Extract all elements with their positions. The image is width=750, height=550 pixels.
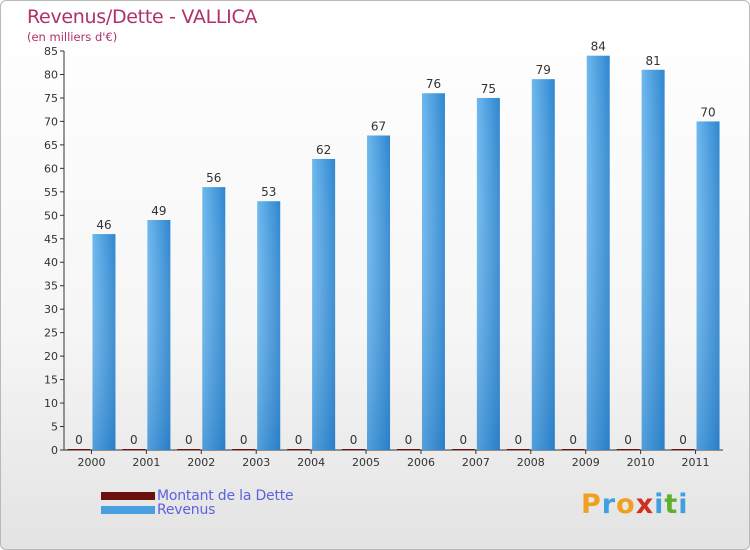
value-label-debt: 0 (295, 433, 303, 447)
x-tick-label: 2008 (517, 456, 545, 469)
value-label-revenue: 49 (151, 204, 166, 218)
value-label-revenue: 76 (426, 77, 441, 91)
bar-debt (342, 449, 366, 450)
proxiti-logo: Proxiti (581, 489, 689, 520)
bar-debt (561, 449, 585, 450)
y-tick-label: 45 (44, 233, 58, 246)
value-labels: 0 46 0 49 0 56 0 53 0 62 0 67 0 76 0 75 0 79 0 84 0 81 0 70 (75, 40, 716, 447)
value-label-debt: 0 (130, 433, 138, 447)
y-tick-label: 40 (44, 256, 58, 269)
axes: 0 5 10 15 20 25 30 35 40 45 50 55 60 65 70 75 80 85 2000 20… (44, 45, 723, 469)
value-label-revenue: 84 (591, 40, 606, 54)
bar-revenue-shade (586, 55, 610, 450)
bar-revenue-shade (641, 69, 665, 450)
value-label-revenue: 79 (536, 63, 551, 77)
y-tick-label: 10 (44, 397, 58, 410)
bar-revenue-shade (367, 135, 391, 450)
x-tick-label: 2009 (572, 456, 600, 469)
y-tick-label: 70 (44, 115, 58, 128)
bar-revenue-shade (147, 219, 171, 450)
y-tick-label: 35 (44, 280, 58, 293)
value-label-debt: 0 (240, 433, 248, 447)
y-tick-label: 50 (44, 209, 58, 222)
bars-group (67, 55, 720, 451)
bar-debt (232, 449, 256, 450)
chart-title: Revenus/Dette - VALLICA (27, 6, 258, 28)
bar-revenue-shade (312, 158, 336, 450)
y-tick-label: 5 (51, 421, 58, 434)
value-label-debt: 0 (460, 433, 468, 447)
x-tick-label: 2000 (77, 456, 105, 469)
chart-subtitle: (en milliers d'€) (27, 30, 118, 44)
y-tick-label: 60 (44, 162, 58, 175)
x-tick-label: 2003 (242, 456, 270, 469)
bar-debt (67, 449, 91, 450)
value-label-revenue: 67 (371, 119, 386, 133)
value-label-revenue: 75 (481, 82, 496, 96)
y-tick-label: 85 (44, 45, 58, 58)
y-tick-label: 15 (44, 374, 58, 387)
bar-revenue-shade (696, 121, 720, 450)
bar-debt (287, 449, 311, 450)
legend-label-debt: Montant de la Dette (157, 488, 294, 504)
legend-item-revenue: Revenus (101, 502, 216, 518)
bar-revenue-shade (257, 201, 281, 450)
y-tick-label: 55 (44, 186, 58, 199)
x-tick-label: 2007 (462, 456, 490, 469)
bar-revenue-shade (531, 79, 555, 450)
y-tick-label: 75 (44, 92, 58, 105)
bar-revenue-shade (92, 234, 116, 450)
y-tick-label: 30 (44, 303, 58, 316)
bar-debt (671, 449, 695, 450)
value-label-debt: 0 (75, 433, 83, 447)
bar-debt (396, 449, 420, 450)
bar-revenue-shade (476, 97, 500, 451)
logo-letter: i (654, 489, 665, 520)
logo-letter: P (581, 489, 602, 520)
logo-letter: o (616, 489, 636, 520)
bar-debt (177, 449, 201, 450)
value-label-revenue: 46 (96, 218, 111, 232)
legend-label-revenue: Revenus (157, 502, 216, 518)
legend-swatch-debt (101, 492, 155, 500)
y-tick-label: 80 (44, 68, 58, 81)
bar-debt (506, 449, 530, 450)
y-tick-label: 0 (51, 444, 58, 457)
value-label-debt: 0 (679, 433, 687, 447)
x-tick-label: 2004 (297, 456, 325, 469)
y-tick-label: 20 (44, 350, 58, 363)
logo-letter: x (635, 489, 655, 520)
bar-debt (616, 449, 640, 450)
legend-swatch-revenue (101, 506, 155, 514)
value-label-revenue: 53 (261, 185, 276, 199)
value-label-debt: 0 (185, 433, 193, 447)
bar-revenue-shade (421, 93, 445, 450)
value-label-revenue: 70 (700, 105, 715, 119)
value-label-revenue: 62 (316, 143, 331, 157)
value-label-debt: 0 (624, 433, 632, 447)
x-tick-label: 2011 (682, 456, 710, 469)
value-label-debt: 0 (405, 433, 413, 447)
y-tick-label: 65 (44, 139, 58, 152)
value-label-debt: 0 (569, 433, 577, 447)
bar-revenue-shade (202, 187, 226, 451)
x-tick-label: 2006 (407, 456, 435, 469)
logo-letter: r (601, 489, 617, 520)
x-tick-label: 2005 (352, 456, 380, 469)
x-tick-label: 2002 (187, 456, 215, 469)
x-tick-label: 2001 (132, 456, 160, 469)
x-tick-label: 2010 (627, 456, 655, 469)
bar-debt (451, 449, 475, 450)
bar-debt (122, 449, 146, 450)
value-label-revenue: 56 (206, 171, 221, 185)
legend-item-debt: Montant de la Dette (101, 488, 294, 504)
logo-letter: t (664, 489, 679, 520)
logo-letter: i (678, 489, 689, 520)
value-label-debt: 0 (350, 433, 358, 447)
value-label-debt: 0 (514, 433, 522, 447)
value-label-revenue: 81 (645, 54, 660, 68)
y-tick-label: 25 (44, 327, 58, 340)
